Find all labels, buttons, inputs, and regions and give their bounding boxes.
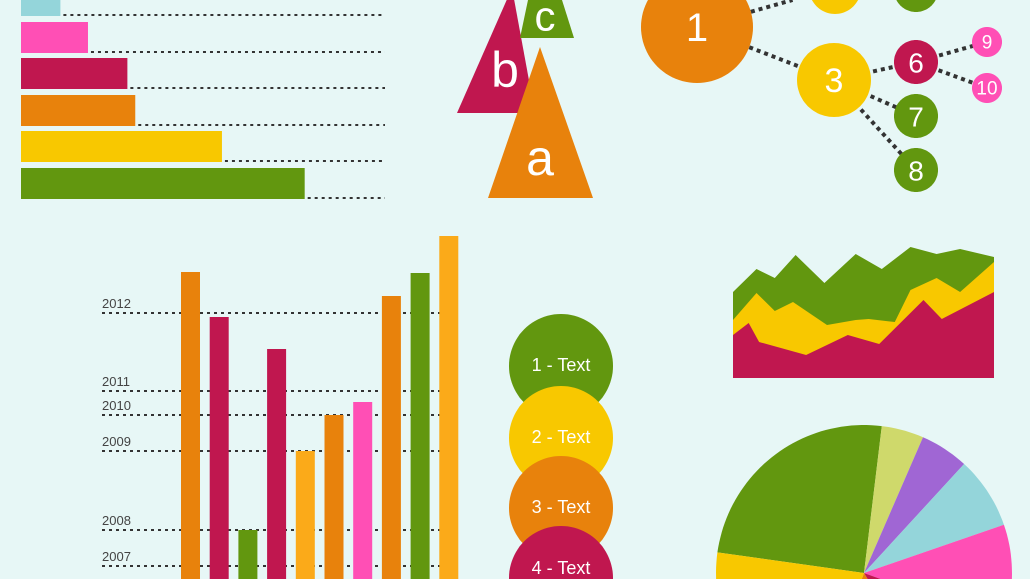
triangle-a (488, 47, 593, 198)
bubble-label: 2 - Text (532, 427, 591, 447)
triangle-label: a (526, 130, 554, 186)
triangle-b (457, 0, 535, 113)
bubble-label: 1 - Text (532, 355, 591, 375)
pie-slice (717, 425, 882, 573)
tree-node-n5 (896, 0, 936, 12)
tree-diagram: 1 3 6 7 8 9 10 (641, 0, 1002, 192)
tree-node-8 (894, 148, 938, 192)
tree-node-label: 1 (686, 6, 708, 50)
pie-slice (864, 573, 881, 579)
vbar (181, 272, 200, 579)
year-label: 2010 (102, 398, 131, 413)
hbar (21, 168, 305, 199)
vbar (295, 451, 315, 579)
pie-slice (861, 573, 868, 579)
area-series (733, 292, 994, 378)
hbar (21, 131, 222, 162)
vertical-bar-chart: 2012 2011 2010 2009 2008 2007 (102, 236, 459, 579)
vbar (267, 349, 287, 579)
vbar (209, 317, 229, 579)
vbar (324, 415, 344, 579)
year-label: 2012 (102, 296, 131, 311)
bubble-label: 4 - Text (532, 558, 591, 578)
bubble-item (509, 526, 613, 579)
tree-node-n2 (811, 0, 859, 14)
tree-node-label: 10 (976, 79, 997, 100)
vbar (238, 530, 258, 579)
hbar (21, 95, 136, 126)
tree-node-1 (641, 0, 753, 83)
horizontal-bar-chart (21, 0, 385, 199)
pie-slice (716, 552, 864, 579)
tree-node-label: 9 (982, 33, 993, 54)
triangle-group: bc a (457, 0, 593, 198)
hbar (21, 0, 61, 16)
tree-node-9 (972, 27, 1002, 57)
year-label: 2011 (102, 374, 130, 389)
vbar (439, 236, 459, 579)
vbar (381, 296, 401, 579)
hbar (21, 22, 88, 53)
pie-slice (864, 426, 923, 573)
bubble-label: 3 - Text (532, 497, 591, 517)
tree-node-label: 6 (908, 48, 924, 79)
pie-slice (864, 437, 965, 573)
bubble-item (509, 314, 613, 418)
triangle-c (520, 0, 574, 38)
vbar (410, 273, 430, 579)
tree-node-label: 8 (908, 156, 924, 187)
tree-node-label: 7 (908, 102, 924, 133)
tree-node-6 (894, 40, 938, 84)
tree-node-3 (797, 43, 871, 117)
pie-slice (864, 464, 1004, 573)
pie-slice (864, 524, 1012, 579)
tree-node-label: 3 (825, 62, 844, 100)
triangle-label: b (491, 42, 519, 98)
bubble-list: 1 - Text 2 - Text 3 - Text 4 - Text (509, 314, 613, 579)
hbar (21, 58, 128, 89)
year-label: 2007 (102, 549, 131, 564)
triangle-label: c (535, 0, 556, 40)
tree-edge (833, 60, 917, 82)
tree-node-7 (894, 94, 938, 138)
tree-node-10 (972, 73, 1002, 103)
vbar (353, 402, 373, 579)
year-label: 2008 (102, 513, 131, 528)
pie-chart (716, 425, 1012, 579)
year-label: 2009 (102, 434, 131, 449)
area-chart (733, 247, 994, 378)
